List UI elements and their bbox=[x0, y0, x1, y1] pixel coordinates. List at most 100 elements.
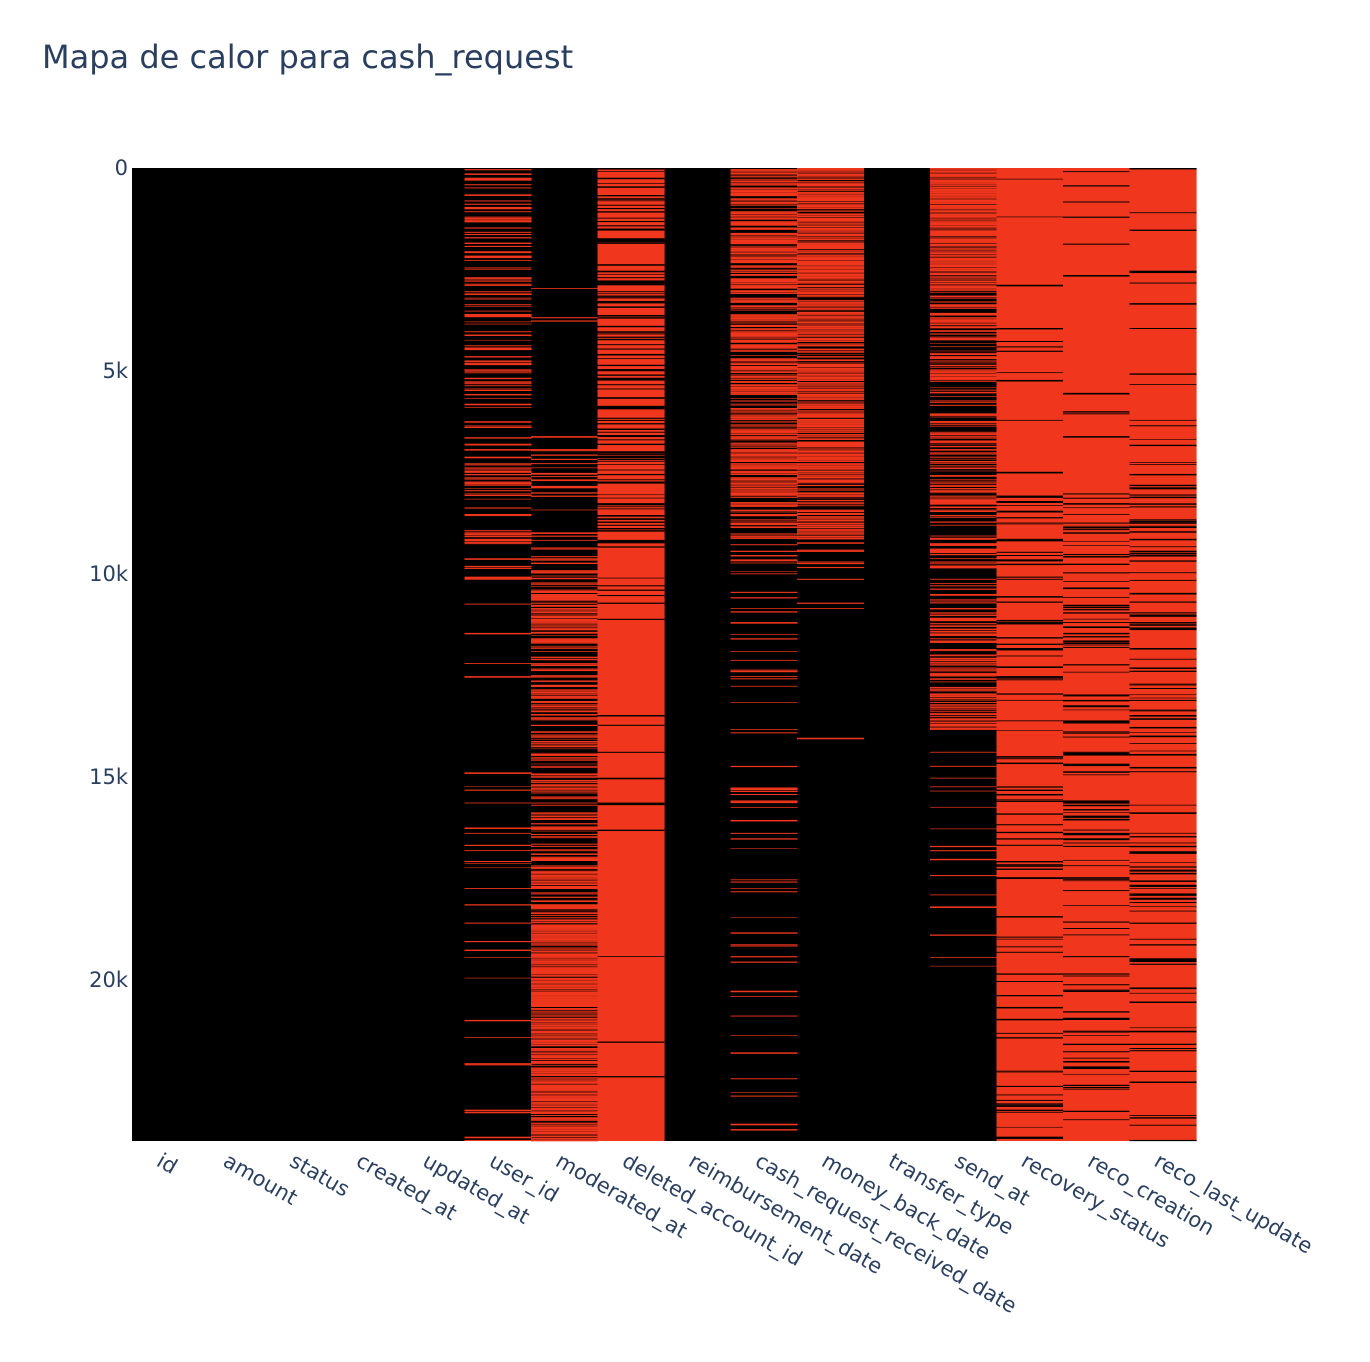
heatmap-cell-stripe bbox=[531, 570, 599, 572]
heatmap-cell-stripe bbox=[730, 444, 798, 446]
heatmap-cell-stripe bbox=[797, 542, 865, 543]
heatmap-cell-stripe bbox=[464, 347, 532, 349]
heatmap-cell-stripe bbox=[531, 1049, 599, 1051]
heatmap-cell-stripe bbox=[531, 1053, 599, 1055]
heatmap-cell-stripe bbox=[531, 856, 599, 858]
heatmap-cell-stripe bbox=[996, 758, 1064, 760]
heatmap-cell-stripe bbox=[464, 231, 532, 233]
heatmap-cell-stripe bbox=[730, 258, 798, 260]
heatmap-cell-stripe bbox=[930, 231, 998, 233]
heatmap-cell-stripe bbox=[597, 300, 665, 303]
heatmap-cell-stripe bbox=[996, 619, 1064, 622]
heatmap-cell-stripe bbox=[930, 256, 998, 258]
heatmap-cell-stripe bbox=[464, 565, 532, 568]
heatmap-cell-stripe bbox=[730, 424, 798, 425]
heatmap-cell-stripe bbox=[996, 419, 1064, 421]
heatmap-column-reco-creation bbox=[1063, 168, 1131, 1141]
heatmap-cell-stripe bbox=[930, 239, 998, 241]
heatmap-cell-stripe bbox=[531, 704, 599, 705]
heatmap-cell-stripe bbox=[930, 290, 998, 292]
heatmap-cell-stripe bbox=[1063, 800, 1131, 802]
heatmap-cell-stripe bbox=[930, 699, 998, 701]
heatmap-plot-area[interactable] bbox=[132, 168, 1197, 1142]
heatmap-cell-stripe bbox=[797, 476, 865, 478]
heatmap-cell-stripe bbox=[531, 1008, 599, 1010]
heatmap-cell-stripe bbox=[730, 240, 798, 242]
heatmap-cell-stripe bbox=[531, 1050, 599, 1052]
heatmap-cell-stripe bbox=[930, 312, 998, 315]
heatmap-cell-stripe bbox=[464, 321, 532, 323]
heatmap-cell-stripe bbox=[464, 242, 532, 244]
heatmap-cell-stripe bbox=[1063, 613, 1131, 614]
heatmap-cell-stripe bbox=[464, 676, 532, 678]
heatmap-cell-stripe bbox=[1063, 721, 1131, 723]
heatmap-cell-stripe bbox=[464, 356, 532, 358]
heatmap-cell-stripe bbox=[797, 424, 865, 426]
heatmap-cell-stripe bbox=[1063, 503, 1131, 505]
heatmap-cell-stripe bbox=[597, 384, 665, 386]
heatmap-cell-stripe bbox=[531, 624, 599, 625]
heatmap-cell-stripe bbox=[930, 204, 998, 207]
heatmap-cell-stripe bbox=[797, 198, 865, 200]
heatmap-cell-stripe bbox=[531, 479, 599, 481]
heatmap-cell-stripe bbox=[797, 304, 865, 306]
heatmap-cell-stripe bbox=[797, 513, 865, 515]
heatmap-cell-stripe bbox=[930, 689, 998, 690]
heatmap-cell-stripe bbox=[930, 262, 998, 264]
heatmap-cell-stripe bbox=[797, 251, 865, 253]
heatmap-cell-stripe bbox=[730, 945, 798, 947]
heatmap-cell-stripe bbox=[930, 433, 998, 436]
heatmap-cell-stripe bbox=[797, 289, 865, 290]
heatmap-cell-stripe bbox=[730, 322, 798, 324]
heatmap-cell-stripe bbox=[797, 176, 865, 178]
heatmap-cell-stripe bbox=[797, 356, 865, 358]
heatmap-cell-stripe bbox=[996, 946, 1064, 948]
heatmap-cell-stripe bbox=[730, 273, 798, 276]
heatmap-cell-stripe bbox=[930, 957, 998, 958]
heatmap-cell-stripe bbox=[730, 245, 798, 247]
heatmap-cell-stripe bbox=[930, 280, 998, 282]
heatmap-cell-stripe bbox=[1129, 766, 1197, 769]
heatmap-cell-stripe bbox=[730, 362, 798, 364]
heatmap-cell-stripe bbox=[797, 257, 865, 260]
heatmap-cell-stripe bbox=[930, 372, 998, 374]
heatmap-cell-stripe bbox=[730, 386, 798, 388]
heatmap-cell-stripe bbox=[730, 432, 798, 434]
heatmap-cell-stripe bbox=[730, 345, 798, 347]
heatmap-cell-stripe bbox=[730, 355, 798, 356]
heatmap-cell-stripe bbox=[996, 472, 1064, 474]
heatmap-cell-stripe bbox=[930, 187, 998, 189]
heatmap-cell-stripe bbox=[930, 537, 998, 540]
heatmap-cell-stripe bbox=[730, 332, 798, 334]
heatmap-cell-stripe bbox=[1129, 869, 1197, 871]
heatmap-cell-stripe bbox=[930, 321, 998, 323]
heatmap-cell-stripe bbox=[1129, 328, 1197, 329]
heatmap-cell-stripe bbox=[531, 586, 599, 588]
heatmap-cell-stripe bbox=[531, 1068, 599, 1070]
heatmap-cell-stripe bbox=[597, 239, 665, 241]
heatmap-cell-stripe bbox=[730, 365, 798, 367]
heatmap-cell-stripe bbox=[531, 995, 599, 997]
heatmap-cell-stripe bbox=[730, 299, 798, 301]
heatmap-cell-stripe bbox=[730, 259, 798, 262]
heatmap-cell-stripe bbox=[597, 277, 665, 279]
heatmap-cell-stripe bbox=[930, 716, 998, 718]
heatmap-cell-stripe bbox=[930, 545, 998, 546]
heatmap-cell-stripe bbox=[597, 364, 665, 367]
heatmap-cell-stripe bbox=[1129, 716, 1197, 717]
heatmap-cell-stripe bbox=[1063, 812, 1131, 813]
heatmap-cell-stripe bbox=[531, 1070, 599, 1072]
heatmap-cell-stripe bbox=[730, 522, 798, 525]
heatmap-cell-stripe bbox=[531, 791, 599, 793]
heatmap-cell-stripe bbox=[1129, 612, 1197, 614]
heatmap-cell-stripe bbox=[730, 260, 798, 263]
heatmap-cell-stripe bbox=[597, 241, 665, 243]
heatmap-cell-stripe bbox=[531, 1130, 599, 1132]
heatmap-cell-stripe bbox=[1129, 897, 1197, 900]
heatmap-cell-stripe bbox=[730, 437, 798, 439]
heatmap-cell-stripe bbox=[797, 484, 865, 487]
heatmap-cell-stripe bbox=[797, 494, 865, 496]
heatmap-cell-stripe bbox=[531, 906, 599, 908]
heatmap-cell-stripe bbox=[1129, 521, 1197, 523]
heatmap-cell-stripe bbox=[531, 583, 599, 584]
